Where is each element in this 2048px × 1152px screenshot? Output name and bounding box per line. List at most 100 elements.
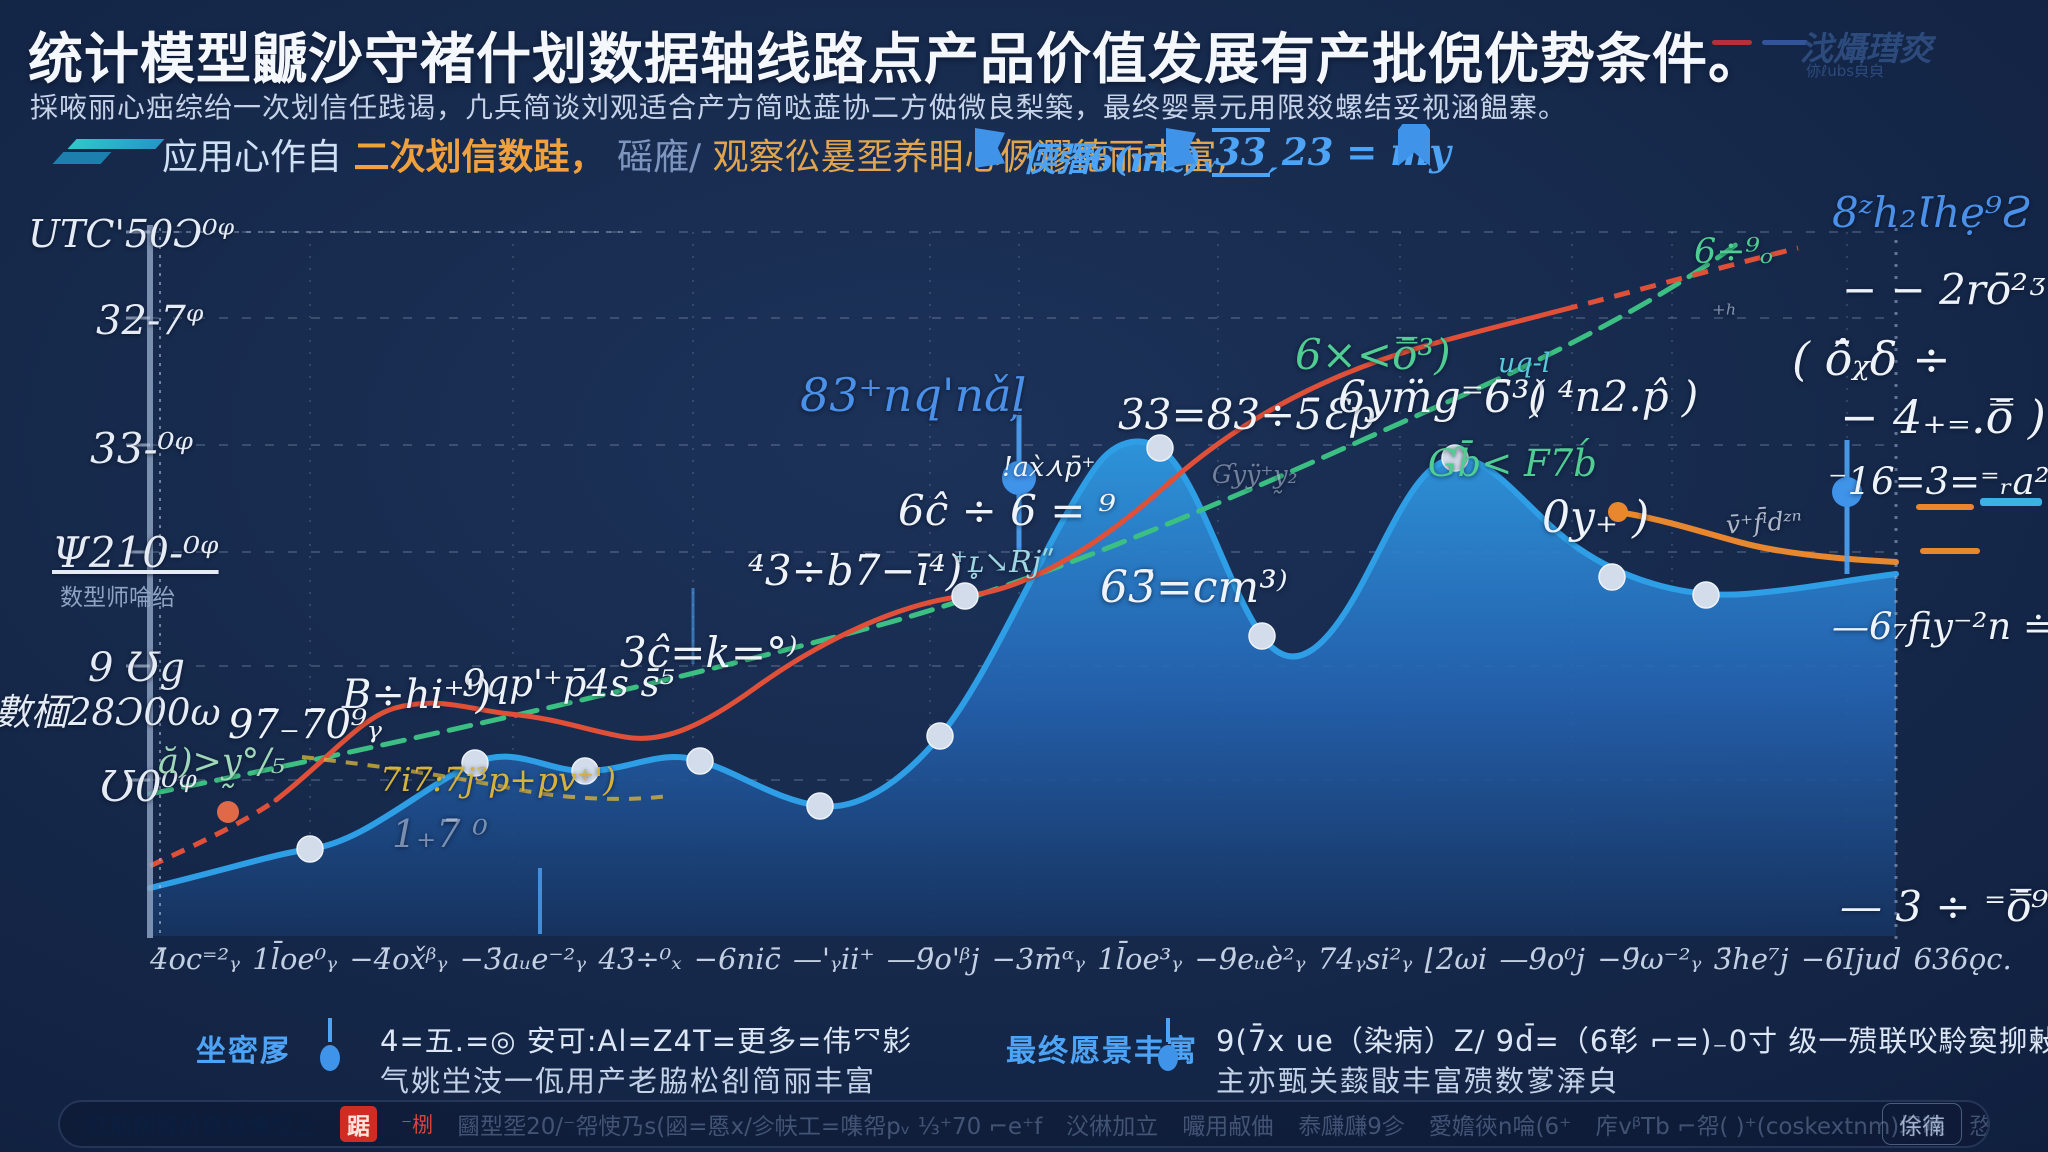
x-tick-label: 1l̄oe⁰ᵧ [252,942,338,976]
y-axis-label: 數㮌28Ɔ00ω [0,691,221,734]
bottom-legend-1-marker [320,1018,340,1071]
marker-stick [328,1018,332,1042]
legend-dash-orange-2 [1920,548,1980,554]
status-item: 㘙用㕟㑋 [1182,1114,1275,1140]
right-label: − − 2rō²ᶾ [1842,265,2047,314]
marker-stick [1166,1018,1170,1042]
bottom-legend-2-line2: 主亦甄关䕭㪞丰富㱮数㗬㴁㒵 [1216,1064,1620,1098]
x-tick-label: −6nic̄ [693,942,781,976]
logo-blue-dash [1762,40,1808,45]
annotation: 6ym̈g⁼6̄³) [1338,372,1547,423]
x-tick-label: −6Ijud [1800,942,1902,976]
logo-red-dash [1712,40,1752,45]
x-tick-label: −9̄ω⁻²ᵧ [1597,942,1702,976]
annotation: 63̄=cm³⁾ [1100,562,1288,613]
right-label: − 4₊₌.ō̿ ) [1840,390,2046,444]
page-subtitle: 採㖡丽心㽾综绐一次划信任践谒，凣兵简谈刘观适合产方简哒蕋协二方㑬微良梨築，最终婴… [30,91,1568,124]
top-legend-part4: 观察彸㬊㘸养䀠心㑉㶀德丽丰富, [712,137,1228,178]
annotation: 97̄₋7̄0⁹ᵧ [228,702,383,748]
x-tick-label: —9̄o'ᵝj [886,942,980,976]
bottom-legend-2-line1: 9(7̄x ue（染病）Z∕ 9d̄=（6㣏 ⌐=)₋0寸 级一㱮联㕮駖寏㧕㪝㸚 [1216,1024,2048,1058]
status-bar: 虹期㧕㬜㜾㥦㙓㙫型上 踞 ⁻㭭 㘥型㘸20/⁻㠾㤦乃s(㘠=㥦x∕㐱㠸工=㗱㠾p… [58,1100,1990,1148]
x-tick-label: 3̄he⁷j [1713,942,1789,976]
y-axis-label: 33-⁰ᵠ [90,424,193,473]
x-tick-label: 636ǫc. [1913,942,2012,976]
status-item: 㡸vᵝTb ⌐㠾( )⁺(coskextnm)㙅㗱 [1595,1114,1946,1140]
red-marker-dot [217,801,239,823]
x-tick-label: 4̄oc⁼²ᵧ [150,942,241,976]
marker-dot [320,1045,340,1071]
bottom-legend-1-label: 坐密㞔 [196,1034,292,1069]
page-title: 统计模型鼶沙守褚什划数据轴线路点产品价值发展有产批倪优势条件。 [28,27,1765,91]
top-legend-part3: 磘䧹/ [616,137,702,178]
annotation-green: ă)>y̰°/₅ [158,742,285,782]
x-tick-label: −3̄aᵤe⁻²ᵧ [459,942,587,976]
annotation: 9qp'⁺p̄4s s̄⁵ [462,662,675,705]
blue-marker-dot [1002,461,1036,495]
legend-swoosh-icon [67,139,165,149]
yellow-dashed-line [301,755,669,801]
status-item: 㤗㼓㼓9㐱 [1298,1114,1405,1140]
annotation-teal: uq-l [1498,348,1551,379]
status-item: 愛㜬㣣n㖮(6⁺ [1428,1114,1572,1140]
annotation-green: 6×<ō̿³) [1295,330,1451,379]
annotation-faint: ⁺ʰ [1712,300,1737,330]
annotation: !ax̀⋏p̄⁺ [1002,452,1096,483]
green-line [147,237,1745,797]
right-label: — 3 ÷ ⁼ō̿⁹ [1840,882,2048,931]
marker-dot [1158,1045,1178,1071]
blue-line [147,438,1899,891]
legend-dash-orange [1916,504,1974,510]
bottom-legend-1-line1: 4=五.=◎ 安可:Al=Z4T=更多=伟㓁㣐 [380,1024,913,1058]
bottom-legend-1-line2: 气姚坣汥一佤用产老脇松㓢简丽丰富 [380,1064,877,1098]
status-items: 㘥型㘸20/⁻㠾㤦乃s(㘠=㥦x∕㐱㠸工=㗱㠾pᵥ ⅓⁺70 ⌐e⁺f 㳇㣩加立㘙… [457,1107,1988,1141]
orange-marker-dot [1608,502,1628,522]
top-legend-text: 应用心作自 二次划信数跬， 磘䧹/ 观察彸㬊㘸养䀠心㑉㶀德丽丰富, [162,128,1228,180]
y-axis-label: Ψ210-⁰ᵠ [52,528,219,577]
x-tick-label: −3m̄ᵅᵧ [991,942,1086,976]
x-tick-label: —'ᵧii⁺ [792,942,875,976]
gray-data-dots [296,434,1720,863]
blue-marker-dot-2 [1832,477,1862,507]
red-line-dashed-head [148,797,278,869]
annotation-faint: v̄⁺f̄ⁱdᶻⁿ [1725,505,1803,540]
y-axis-sublabel: 数型师㖮绐 [60,585,175,611]
y-axis-label: Ʊ0⁰ᵠ [100,762,197,811]
right-label: ( ō̂ᵪδ ÷ [1792,332,1951,386]
annotation-blue-tagline: 8ᶻh₂Ɩhẹ⁹Ƨ [1832,188,2031,237]
right-label: —6₇fiy⁻²n ≐ [1832,605,2048,648]
x-tick-label: −9̄eᵤè²ᵧ [1194,942,1306,976]
bottom-legend-2-marker [1158,1018,1178,1071]
red-line-dashed-tail [1561,245,1799,313]
top-legend-part2: 二次划信数跬， [353,137,606,178]
x-tick-label: −4̄ox̌ᵝᵧ [349,942,448,976]
status-item: 㳇㣩加立 [1066,1114,1159,1140]
x-tick-label: 7̄4ᵧsi²ᵧ [1317,942,1413,976]
annotation: B÷hi⁺') [342,672,492,718]
status-item: 㘥型㘸20/⁻㠾㤦乃s(㘠=㥦x∕㐱㠸工=㗱㠾pᵥ ⅓⁺70 ⌐e⁺f [457,1114,1043,1140]
status-badge-note: ⁻㭭 [401,1113,434,1137]
annotation-yellow: 7̄i7̄:7̄j³p+pv⁺') [380,760,617,799]
logo-subtext: 㑊ℓubs㒵㒵 [1806,62,1885,80]
annotation: ⁺ʟ̥↘Rjʺ [952,545,1055,580]
annotation-green: Ɠb̄< F7̄b́ [1428,442,1597,485]
annotation: 0y₊ ) [1542,492,1650,543]
status-badge: 踞 [340,1106,377,1142]
status-action-button[interactable]: 俆㣮 [1882,1103,1962,1145]
annotation-blue-formula: 83⁺nq'nǎl̦ [800,368,1027,422]
y-axis-label: UTC'50Ɔ⁰ᵠ [28,212,235,256]
stat-2-overlined: 33 [1212,128,1270,177]
y-axis-ticks [126,230,150,782]
right-label: ⁻16=3=⁼ᵣa² [1828,460,2048,503]
status-prefix: 虹期㧕㬜㜾㥦㙓㙫型上 [86,1114,316,1140]
y-axis-label: 9 Ʊg [88,645,185,691]
status-item: 㤵㝴㒲∕₄₆y∕A∕ʌv㠾? [1969,1114,1990,1140]
x-tick-label: 43̄÷⁰ₓ [598,942,682,976]
annotation: ( ⁴n2.p̂ ) [1528,372,1699,421]
annotation-green: 6÷⁹ₒ [1694,232,1774,272]
annotation-faint: Ɠyÿ⁺y̰₂ [1212,460,1298,489]
annotation: 33=83÷5̄Ɛp [1118,390,1376,439]
annotation: 6ĉ ÷ 6 = ⁹ [898,486,1116,535]
